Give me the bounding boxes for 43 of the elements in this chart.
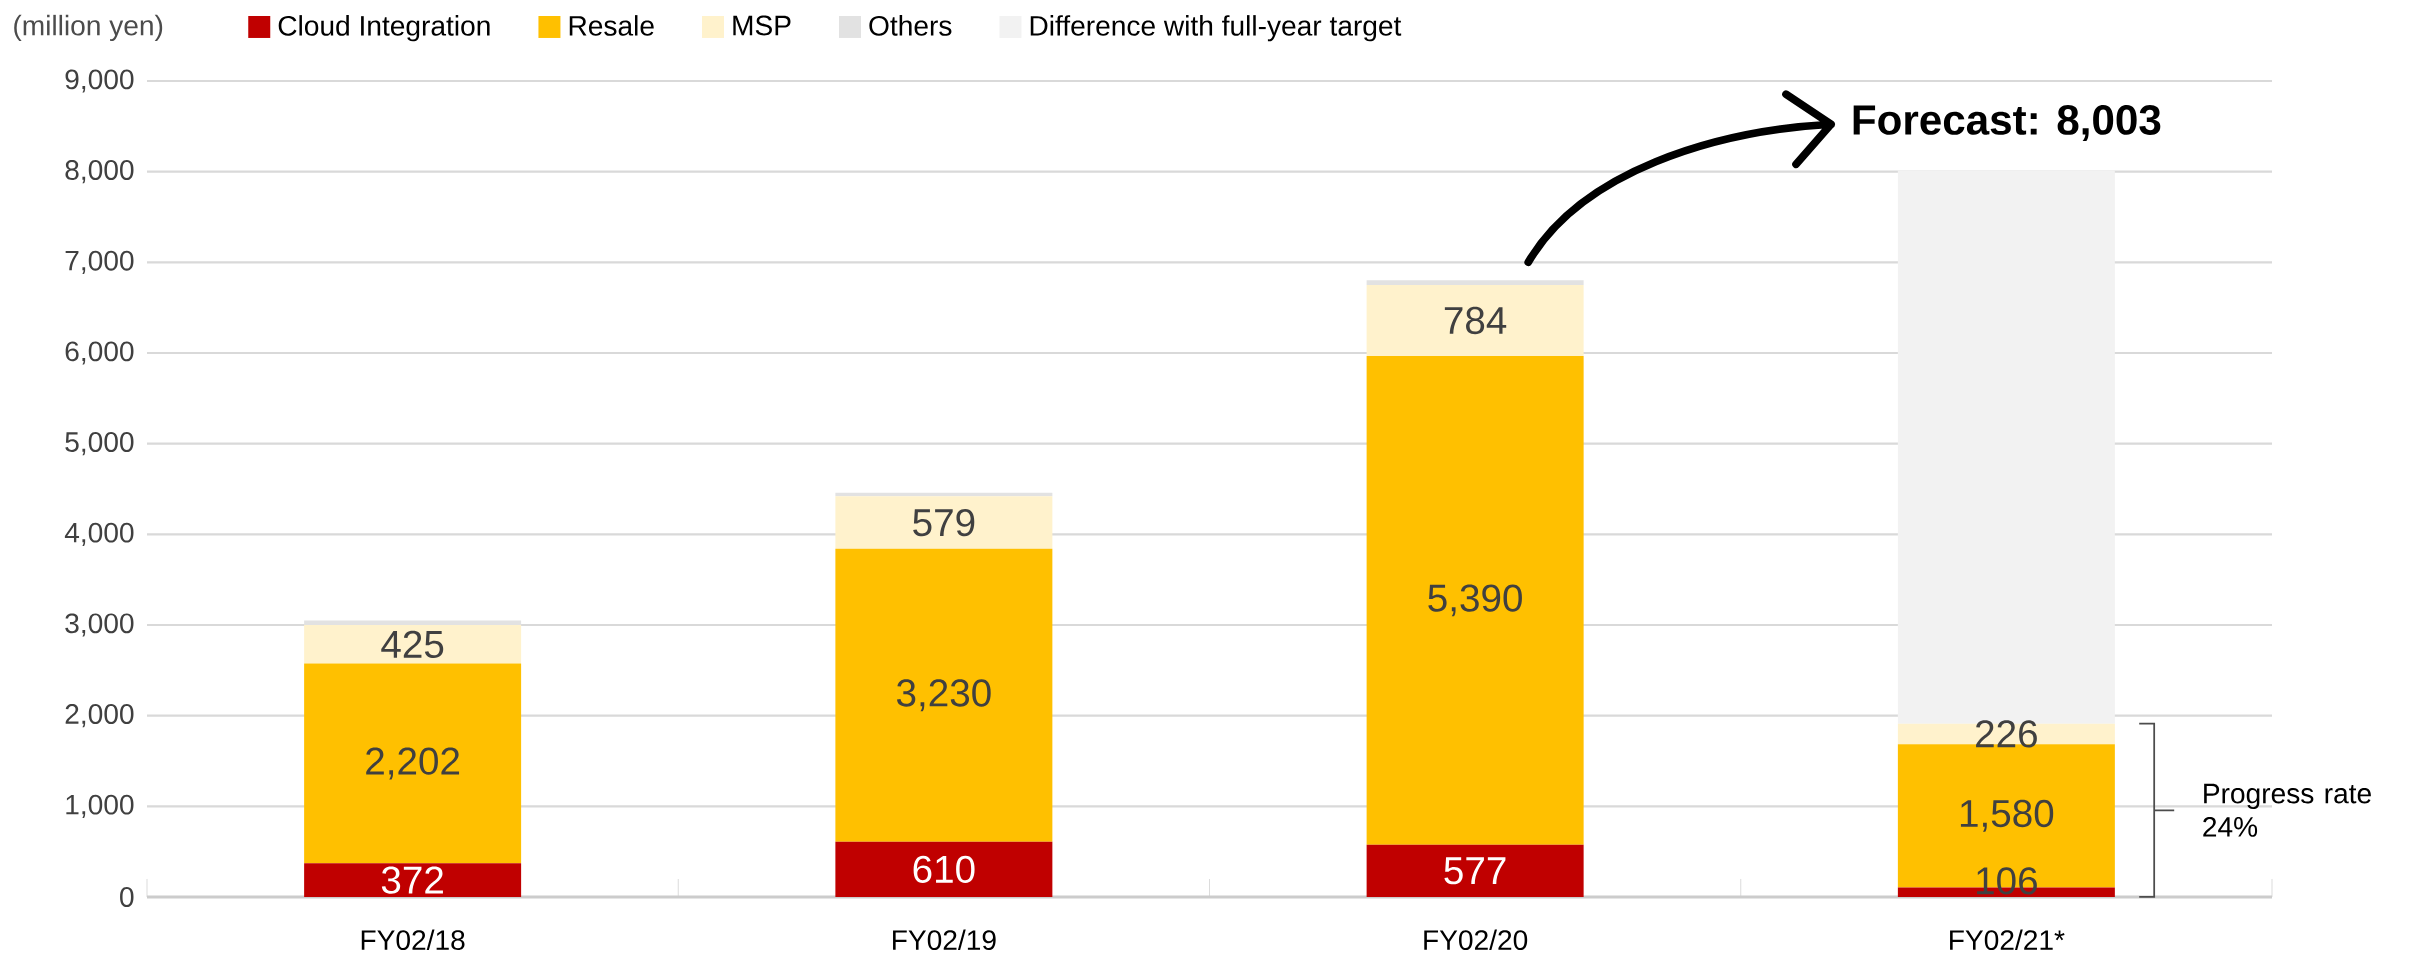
bar xyxy=(835,548,1053,842)
y-tick-label: 0 xyxy=(120,887,134,907)
y-tick-label: 3,000 xyxy=(65,613,134,637)
data-label: 579 xyxy=(913,508,975,537)
bar xyxy=(304,663,522,864)
data-label: 226 xyxy=(1976,720,2037,748)
bar xyxy=(304,625,522,664)
bar xyxy=(835,496,1053,549)
y-tick-label: 2,000 xyxy=(65,704,134,728)
bar xyxy=(1366,280,1584,285)
data-label: 610 xyxy=(913,855,975,884)
y-tick-label: 8,000 xyxy=(65,160,134,184)
x-tick-label: FY02/19 xyxy=(893,929,996,951)
data-label: 372 xyxy=(381,866,443,894)
y-tick-label: 4,000 xyxy=(64,522,134,546)
x-tick-label: FY02/18 xyxy=(361,929,465,951)
bar xyxy=(304,863,522,897)
data-label: 1,580 xyxy=(1960,799,2054,832)
y-tick-label: 6,000 xyxy=(65,341,134,365)
annotation: Forecast: 8,003 xyxy=(1853,105,2161,141)
bar xyxy=(1366,284,1584,356)
y-tick-label: 1,000 xyxy=(66,794,134,818)
bar xyxy=(1366,844,1584,897)
legend-label: Others xyxy=(869,15,952,36)
y-axis-title: (million yen) xyxy=(14,14,163,42)
y-tick-label: 7,000 xyxy=(65,250,134,274)
data-label: 2,202 xyxy=(366,747,460,780)
legend-label: Difference with full-year target xyxy=(1030,15,1402,42)
legend-label: Resale xyxy=(569,15,654,36)
data-label: 577 xyxy=(1444,857,1506,885)
data-label: 425 xyxy=(381,630,444,659)
legend-label: MSP xyxy=(733,15,791,36)
x-tick-label: FY02/20 xyxy=(1424,929,1528,951)
y-tick-label: 9,000 xyxy=(65,69,134,93)
data-label: 5,390 xyxy=(1428,584,1522,617)
data-label: 3,230 xyxy=(896,679,991,712)
legend-label: Cloud Integration xyxy=(278,15,490,42)
x-tick-label: FY02/21* xyxy=(1950,929,2065,951)
bar xyxy=(1366,356,1584,845)
bar xyxy=(835,841,1053,897)
data-label: 784 xyxy=(1444,306,1507,335)
y-tick-label: 5,000 xyxy=(65,432,134,456)
annotation: Progress rate 24% xyxy=(2203,783,2371,837)
